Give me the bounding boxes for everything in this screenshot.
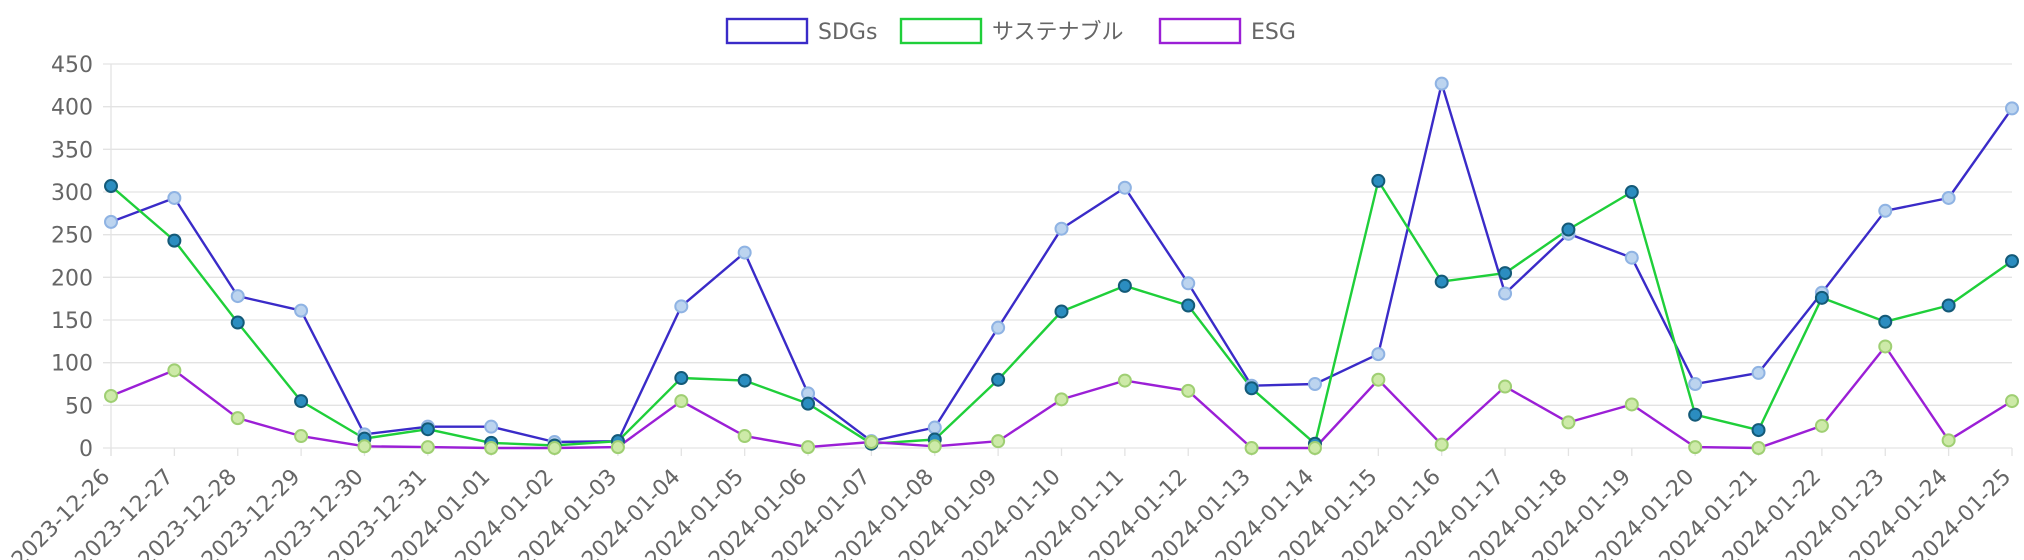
- data-point[interactable]: [1244, 381, 1259, 396]
- data-point[interactable]: [674, 299, 689, 314]
- data-point[interactable]: [1371, 372, 1386, 387]
- data-point[interactable]: [1941, 190, 1956, 205]
- legend-swatch[interactable]: [899, 17, 983, 45]
- data-point[interactable]: [864, 435, 879, 450]
- data-point[interactable]: [104, 214, 118, 229]
- data-point[interactable]: [991, 372, 1006, 387]
- data-point[interactable]: [420, 422, 435, 437]
- data-point[interactable]: [1434, 76, 1449, 91]
- y-tick-label: 150: [51, 309, 93, 334]
- data-point[interactable]: [801, 396, 816, 411]
- data-point[interactable]: [801, 440, 816, 455]
- data-point[interactable]: [1434, 274, 1449, 289]
- data-point[interactable]: [2005, 254, 2019, 269]
- data-point[interactable]: [1181, 276, 1196, 291]
- data-point[interactable]: [610, 440, 625, 455]
- data-point[interactable]: [167, 233, 182, 248]
- data-point[interactable]: [1941, 298, 1956, 313]
- data-point[interactable]: [1244, 441, 1259, 455]
- data-point[interactable]: [674, 371, 689, 386]
- data-point[interactable]: [167, 363, 182, 378]
- y-tick-label: 50: [65, 394, 93, 419]
- data-point[interactable]: [1688, 440, 1703, 455]
- data-point[interactable]: [1624, 185, 1639, 199]
- data-point[interactable]: [1498, 379, 1513, 394]
- data-point[interactable]: [1181, 383, 1196, 398]
- data-point[interactable]: [230, 315, 245, 330]
- y-tick-label: 350: [51, 138, 93, 163]
- data-point[interactable]: [357, 439, 372, 454]
- data-point[interactable]: [674, 394, 689, 409]
- data-point[interactable]: [167, 190, 182, 205]
- data-point[interactable]: [1751, 441, 1766, 455]
- data-point[interactable]: [1498, 266, 1513, 281]
- y-tick-label: 450: [51, 53, 93, 78]
- series-line-0: [110, 82, 2013, 444]
- data-point[interactable]: [2005, 394, 2019, 409]
- y-tick-label: 100: [51, 352, 93, 377]
- data-point[interactable]: [1117, 373, 1132, 388]
- data-point[interactable]: [1117, 180, 1132, 195]
- data-point[interactable]: [1054, 304, 1069, 319]
- data-point[interactable]: [484, 441, 499, 455]
- data-point[interactable]: [1941, 433, 1956, 448]
- y-tick-label: 300: [51, 181, 93, 206]
- data-point[interactable]: [230, 411, 245, 426]
- data-point[interactable]: [1814, 418, 1829, 433]
- data-point[interactable]: [420, 440, 435, 455]
- y-tick-label: 400: [51, 96, 93, 121]
- data-point[interactable]: [737, 429, 752, 444]
- data-point[interactable]: [1624, 250, 1639, 265]
- data-point[interactable]: [1054, 392, 1069, 407]
- data-point[interactable]: [230, 289, 245, 304]
- data-point[interactable]: [1878, 339, 1893, 354]
- y-tick-label: 200: [51, 266, 93, 291]
- data-point[interactable]: [547, 441, 562, 455]
- data-point[interactable]: [1371, 173, 1386, 188]
- legend-label[interactable]: ESG: [1251, 20, 1296, 45]
- data-point[interactable]: [737, 245, 752, 260]
- data-point[interactable]: [991, 434, 1006, 449]
- data-point[interactable]: [1878, 203, 1893, 218]
- data-point[interactable]: [1751, 423, 1766, 438]
- data-point[interactable]: [1561, 222, 1576, 237]
- data-point[interactable]: [1307, 377, 1322, 391]
- legend-label[interactable]: SDGs: [818, 20, 877, 45]
- legend-label[interactable]: サステナブル: [992, 20, 1124, 45]
- data-point[interactable]: [1688, 407, 1703, 422]
- data-point[interactable]: [1117, 278, 1132, 293]
- data-point[interactable]: [294, 394, 309, 409]
- data-point[interactable]: [1498, 286, 1513, 301]
- y-tick-label: 0: [79, 437, 93, 462]
- data-point[interactable]: [104, 388, 118, 403]
- y-axis: 0 50 100 150 200 250 300 350 400 450: [51, 53, 93, 462]
- data-point[interactable]: [294, 303, 309, 318]
- data-point[interactable]: [1561, 415, 1576, 430]
- data-point[interactable]: [294, 429, 309, 444]
- data-point[interactable]: [1814, 290, 1829, 305]
- y-tick-label: 250: [51, 224, 93, 249]
- x-axis: 2023-12-262023-12-272023-12-282023-12-29…: [7, 465, 2016, 560]
- data-point[interactable]: [1434, 437, 1449, 452]
- data-point[interactable]: [1878, 314, 1893, 329]
- legend-swatch[interactable]: [1158, 17, 1242, 45]
- legend: SDGs サステナブル ESG: [725, 17, 1296, 45]
- data-point[interactable]: [1054, 221, 1069, 236]
- data-point[interactable]: [1624, 397, 1639, 412]
- data-point[interactable]: [927, 439, 942, 454]
- legend-swatch[interactable]: [725, 17, 809, 45]
- data-point[interactable]: [1181, 298, 1196, 313]
- data-point[interactable]: [1371, 347, 1386, 362]
- data-point[interactable]: [1688, 377, 1703, 391]
- data-point[interactable]: [1751, 365, 1766, 380]
- data-point[interactable]: [1307, 441, 1322, 455]
- data-point[interactable]: [737, 373, 752, 388]
- series-layer: [104, 76, 2019, 455]
- data-point[interactable]: [927, 420, 942, 435]
- data-point[interactable]: [991, 320, 1006, 335]
- data-point[interactable]: [484, 419, 499, 434]
- data-point[interactable]: [104, 179, 118, 194]
- data-point[interactable]: [2005, 101, 2019, 116]
